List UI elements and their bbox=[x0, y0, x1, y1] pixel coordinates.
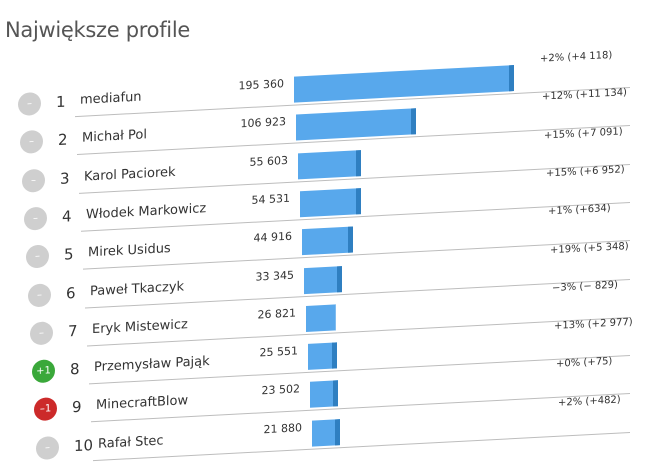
follower-count: 26 821 bbox=[257, 306, 297, 322]
rank-change-badge: – bbox=[26, 244, 49, 269]
chart-title: Największe profile bbox=[5, 18, 190, 42]
rank-change-badge: – bbox=[36, 435, 59, 460]
growth-label: −3% (− 829) bbox=[552, 279, 618, 294]
profile-name: Karol Paciorek bbox=[84, 164, 176, 185]
follower-count: 33 345 bbox=[255, 268, 295, 284]
rank-change-badge: – bbox=[18, 91, 41, 117]
rank-number: 7 bbox=[68, 321, 78, 341]
rank-number: 5 bbox=[64, 245, 74, 264]
rank-change-badge: – bbox=[22, 168, 45, 193]
profile-name: Rafał Stec bbox=[98, 433, 164, 452]
rank-number: 3 bbox=[60, 168, 70, 188]
follower-count: 25 551 bbox=[259, 344, 299, 360]
rank-number: 2 bbox=[58, 130, 68, 150]
bar bbox=[304, 265, 342, 294]
profile-name: Paweł Tkaczyk bbox=[90, 278, 185, 299]
profile-name: Przemysław Pająk bbox=[94, 354, 210, 376]
profile-name: MinecraftBlow bbox=[96, 393, 189, 414]
growth-label: +2% (+4 118) bbox=[540, 49, 613, 65]
bar bbox=[300, 187, 362, 218]
bar bbox=[310, 380, 338, 409]
profile-name: Mirek Usidus bbox=[88, 241, 171, 261]
rank-number: 8 bbox=[70, 359, 80, 379]
rank-number: 1 bbox=[56, 92, 66, 112]
follower-count: 44 916 bbox=[253, 229, 293, 245]
row-separator bbox=[93, 431, 630, 461]
growth-label: +0% (+75) bbox=[556, 356, 613, 371]
bar bbox=[298, 149, 361, 179]
ranking-chart: –1 mediafun 195 360 +2% (+4 118) –2 Michał Po… bbox=[18, 49, 633, 461]
rank-change-badge: – bbox=[30, 321, 53, 346]
profile-name: Włodek Markowicz bbox=[86, 201, 207, 223]
follower-count: 55 603 bbox=[249, 153, 289, 169]
bar bbox=[308, 342, 337, 370]
profile-name: mediafun bbox=[80, 89, 142, 108]
follower-count: 195 360 bbox=[238, 77, 285, 93]
rank-number: 4 bbox=[62, 207, 72, 226]
bar bbox=[306, 304, 337, 332]
rank-change-badge: +1 bbox=[32, 359, 55, 384]
rank-change-badge: – bbox=[28, 282, 51, 308]
bar bbox=[294, 65, 514, 103]
rank-change-badge: – bbox=[24, 206, 47, 231]
rank-number: 10 bbox=[74, 435, 94, 455]
bar bbox=[296, 108, 417, 141]
follower-count: 54 531 bbox=[251, 191, 291, 207]
bar bbox=[312, 418, 340, 447]
rank-number: 6 bbox=[66, 283, 76, 303]
rank-number: 9 bbox=[72, 398, 82, 417]
growth-label: +2% (+482) bbox=[558, 394, 621, 409]
rank-change-badge: – bbox=[20, 130, 43, 155]
follower-count: 21 880 bbox=[263, 420, 303, 436]
profile-name: Michał Pol bbox=[82, 127, 147, 146]
rank-change-badge: –1 bbox=[34, 397, 57, 422]
follower-count: 23 502 bbox=[261, 382, 301, 398]
profile-name: Eryk Mistewicz bbox=[92, 316, 188, 337]
growth-label: +1% (+634) bbox=[548, 203, 611, 218]
bar bbox=[302, 226, 353, 256]
follower-count: 106 923 bbox=[240, 115, 287, 131]
